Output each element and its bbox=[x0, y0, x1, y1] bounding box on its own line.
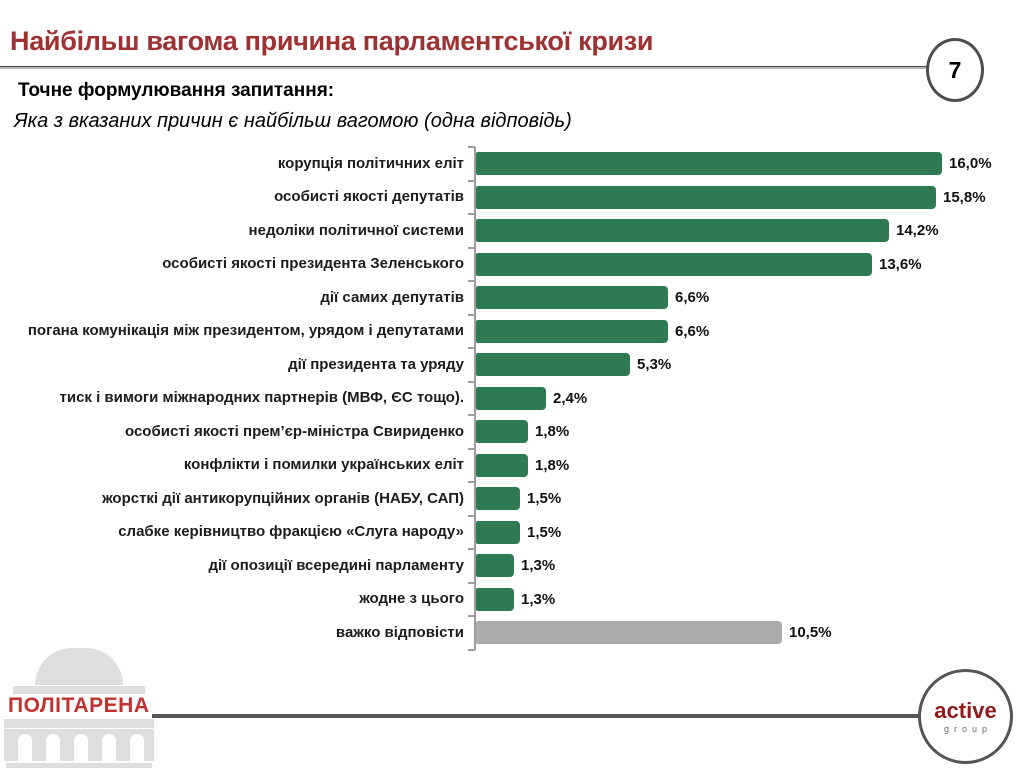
bar-row: слабке керівництво фракцією «Слуга народ… bbox=[0, 514, 1024, 549]
plot-row: 14,2% bbox=[468, 213, 1024, 248]
bar-row: особисті якості прем’єр-міністра Свириде… bbox=[0, 414, 1024, 449]
value-label: 10,5% bbox=[789, 624, 832, 642]
plot-row: 1,5% bbox=[468, 481, 1024, 516]
header-divider bbox=[0, 66, 927, 69]
value-label: 16,0% bbox=[949, 155, 992, 173]
building-base-icon bbox=[6, 763, 152, 768]
value-label: 13,6% bbox=[879, 255, 922, 273]
bar-row: дії опозиції всередині парламенту 1,3% bbox=[0, 548, 1024, 583]
category-label: жорсткі дії антикорупційних органів (НАБ… bbox=[102, 489, 464, 507]
plot-row: 1,3% bbox=[468, 581, 1024, 616]
plot-row: 1,8% bbox=[468, 414, 1024, 449]
bar bbox=[476, 319, 668, 343]
bar bbox=[476, 353, 630, 377]
bar-row: конфлікти і помилки українських еліт 1,8% bbox=[0, 447, 1024, 482]
bar bbox=[476, 420, 528, 444]
question-heading: Точне формулювання запитання: bbox=[18, 80, 335, 101]
value-label: 1,8% bbox=[535, 456, 570, 474]
plot-row: 6,6% bbox=[468, 280, 1024, 315]
value-label: 15,8% bbox=[943, 188, 986, 206]
category-label: погана комунікація між президентом, уряд… bbox=[27, 322, 464, 340]
bar-row: важко відповісти 10,5% bbox=[0, 615, 1024, 650]
plot-row: 10,5% bbox=[468, 615, 1024, 650]
bar bbox=[476, 554, 514, 578]
page-number: 7 bbox=[948, 56, 962, 83]
category-label: недоліки політичної системи bbox=[248, 221, 464, 239]
category-label: особисті якості прем’єр-міністра Свириде… bbox=[124, 422, 464, 440]
bar-row: особисті якості депутатів 15,8% bbox=[0, 179, 1024, 214]
category-label: особисті якості депутатів bbox=[274, 188, 464, 206]
building-dome-icon bbox=[35, 648, 123, 685]
value-label: 6,6% bbox=[675, 289, 710, 307]
category-label: тиск і вимоги міжнародних партнерів (МВФ… bbox=[59, 389, 465, 407]
category-label: особисті якості президента Зеленського bbox=[162, 255, 464, 273]
page-number-badge: 7 bbox=[926, 38, 984, 102]
plot-row: 1,5% bbox=[468, 514, 1024, 549]
category-label: дії опозиції всередині парламенту bbox=[208, 556, 464, 574]
active-group-logo: active group bbox=[918, 669, 1013, 764]
plot-row: 15,8% bbox=[468, 179, 1024, 214]
plot-row: 5,3% bbox=[468, 347, 1024, 382]
plot-row: 6,6% bbox=[468, 313, 1024, 348]
bar-row: корупція політичних еліт 16,0% bbox=[0, 146, 1024, 181]
bar bbox=[476, 520, 520, 544]
plot-row: 13,6% bbox=[468, 246, 1024, 281]
bar bbox=[476, 453, 528, 477]
page-title: Найбільш вагома причина парламентської к… bbox=[10, 26, 654, 56]
value-label: 2,4% bbox=[553, 389, 588, 407]
value-label: 5,3% bbox=[637, 356, 672, 374]
plot-row: 1,8% bbox=[468, 447, 1024, 482]
bar bbox=[476, 621, 782, 645]
bar bbox=[476, 152, 942, 176]
value-label: 1,5% bbox=[527, 490, 562, 508]
plot-row: 1,3% bbox=[468, 548, 1024, 583]
bar-row: жорсткі дії антикорупційних органів (НАБ… bbox=[0, 481, 1024, 516]
bar bbox=[476, 286, 668, 310]
group-wordmark: group bbox=[943, 723, 993, 734]
value-label: 6,6% bbox=[675, 322, 710, 340]
bar-chart: корупція політичних еліт 16,0% особисті як… bbox=[0, 146, 1024, 650]
value-label: 14,2% bbox=[896, 222, 939, 240]
value-label: 1,3% bbox=[521, 590, 556, 608]
bar bbox=[476, 386, 546, 410]
building-architrave-icon bbox=[4, 719, 154, 728]
bar-row: дії президента та уряду 5,3% bbox=[0, 347, 1024, 382]
category-label: жодне з цього bbox=[359, 590, 464, 608]
politarena-wordmark: ПОЛІТАРЕНА bbox=[8, 694, 150, 717]
bar bbox=[476, 487, 520, 511]
building-pediment-icon bbox=[13, 686, 145, 694]
bar bbox=[476, 252, 872, 276]
category-label: дії самих депутатів bbox=[320, 288, 464, 306]
bar bbox=[476, 587, 514, 611]
bar-row: особисті якості президента Зеленського 13… bbox=[0, 246, 1024, 281]
bar bbox=[476, 219, 889, 243]
bar-row: погана комунікація між президентом, уряд… bbox=[0, 313, 1024, 348]
value-label: 1,3% bbox=[521, 557, 556, 575]
plot-row: 2,4% bbox=[468, 380, 1024, 415]
building-columns-icon bbox=[4, 729, 154, 761]
question-wording: Яка з вказаних причин є найбільш вагомою… bbox=[14, 110, 572, 132]
plot-row: 16,0% bbox=[468, 146, 1024, 181]
category-label: дії президента та уряду bbox=[288, 355, 464, 373]
bar-row: тиск і вимоги міжнародних партнерів (МВФ… bbox=[0, 380, 1024, 415]
category-label: конфлікти і помилки українських еліт bbox=[183, 456, 464, 474]
value-label: 1,8% bbox=[535, 423, 570, 441]
politarena-logo: ПОЛІТАРЕНА bbox=[4, 648, 154, 768]
category-label: слабке керівництво фракцією «Слуга народ… bbox=[118, 523, 464, 541]
bar-row: недоліки політичної системи 14,2% bbox=[0, 213, 1024, 248]
bar-row: дії самих депутатів 6,6% bbox=[0, 280, 1024, 315]
footer-divider bbox=[152, 714, 922, 718]
active-wordmark: active bbox=[934, 697, 997, 723]
bar-row: жодне з цього 1,3% bbox=[0, 581, 1024, 616]
category-label: корупція політичних еліт bbox=[277, 154, 464, 172]
value-label: 1,5% bbox=[527, 523, 562, 541]
bar bbox=[476, 185, 936, 209]
category-label: важко відповісти bbox=[335, 623, 464, 641]
